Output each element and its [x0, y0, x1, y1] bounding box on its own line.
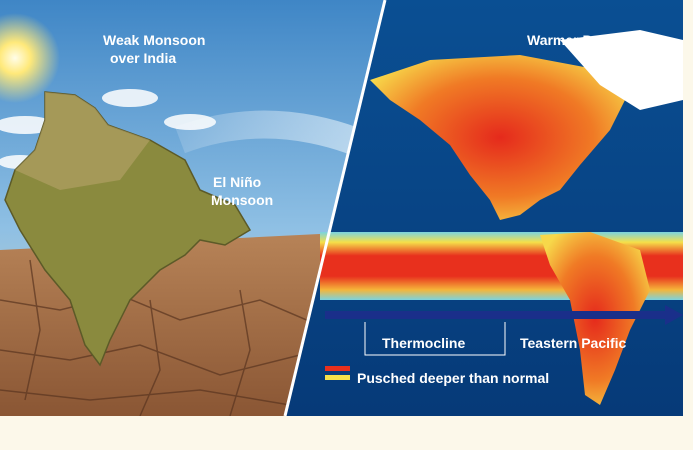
monsoon-label: El Niño	[213, 174, 261, 190]
thermocline-label: Thermocline	[382, 335, 465, 351]
left-title: Weak Monsoon	[103, 32, 205, 48]
legend-swatch-cool	[325, 375, 350, 380]
page: Weak Monsoon over India El Niño Monsoon …	[0, 0, 693, 450]
legend-label: Pusched deeper than normal	[357, 370, 549, 386]
legend-swatch-warm	[325, 366, 350, 371]
right-title: (El Niño)	[585, 50, 643, 66]
right-title: Warmer Pacific Wate	[527, 32, 665, 48]
illustration: Weak Monsoon over India El Niño Monsoon …	[0, 0, 693, 450]
left-title: over India	[110, 50, 176, 66]
monsoon-label: Monsoon	[211, 192, 273, 208]
region-label: Teastern Pacific	[520, 335, 627, 351]
thermocline-bar	[325, 311, 670, 319]
